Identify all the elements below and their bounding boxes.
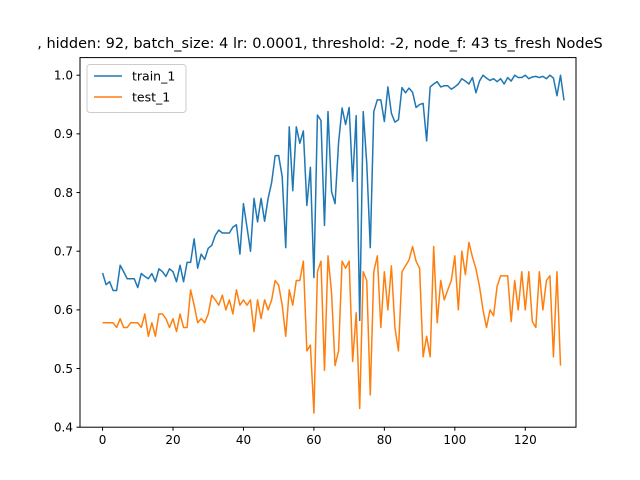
y-tick-label: 0.5 (54, 362, 73, 376)
x-tick-label: 80 (377, 433, 392, 447)
x-tick-label: 120 (514, 433, 537, 447)
y-tick-label: 1.0 (54, 69, 73, 83)
x-tick-label: 0 (99, 433, 107, 447)
y-axis: 0.4 0.5 0.6 0.7 0.8 0.9 1.0 (54, 69, 80, 435)
y-tick-label: 0.4 (54, 421, 73, 435)
series-line-test-1 (102, 241, 562, 414)
series-line-train-1 (101, 74, 565, 322)
y-tick-label: 0.8 (54, 186, 73, 200)
plot-lines (101, 74, 565, 414)
legend-label-test-1: test_1 (132, 90, 170, 105)
x-tick-label: 40 (236, 433, 251, 447)
plot-frame (79, 57, 577, 428)
legend: train_1 test_1 (86, 64, 187, 113)
x-tick-label: 60 (306, 433, 321, 447)
y-tick-label: 0.6 (54, 303, 73, 317)
x-axis: 0 20 40 60 80 100 120 (99, 427, 537, 447)
legend-label-train-1: train_1 (132, 69, 175, 84)
y-tick-label: 0.7 (54, 245, 73, 259)
chart-title: , hidden: 92, batch_size: 4 lr: 0.0001, … (37, 36, 603, 52)
x-tick-label: 20 (165, 433, 180, 447)
x-tick-label: 100 (443, 433, 466, 447)
y-tick-label: 0.9 (54, 127, 73, 141)
